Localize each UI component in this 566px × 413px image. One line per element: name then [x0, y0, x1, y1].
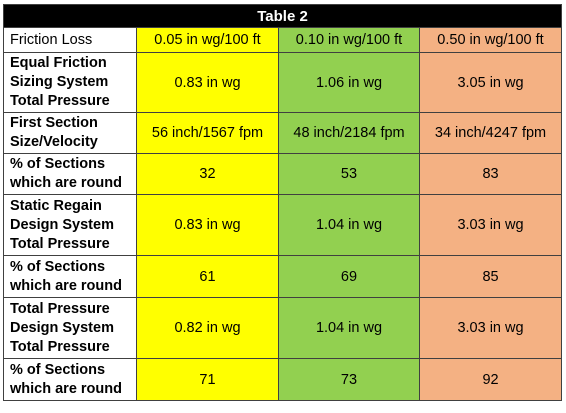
cell-value: 0.83 in wg — [136, 194, 279, 256]
cell-value: 92 — [418, 358, 563, 401]
row-label-line: % of Sections — [10, 156, 106, 172]
table-row: Equal Friction Sizing System Total Press… — [3, 52, 563, 113]
cell-value: 3.03 in wg — [418, 297, 563, 359]
row-label: % of Sections which are round — [3, 358, 137, 401]
row-label: First Section Size/Velocity — [3, 112, 137, 154]
cell-value: 48 inch/2184 fpm — [278, 112, 420, 154]
header-col-2: 0.10 in wg/100 ft — [278, 27, 420, 53]
row-label-line: Total Pressure — [10, 338, 110, 355]
table-row: First Section Size/Velocity 56 inch/1567… — [3, 112, 563, 154]
row-label: % of Sections which are round — [3, 255, 137, 298]
row-label-line: Total Pressure — [10, 235, 110, 252]
cell-value: 73 — [278, 358, 420, 401]
table-row: % of Sections which are round 71 73 92 — [3, 358, 563, 401]
row-label-line: Size/Velocity — [10, 134, 98, 150]
row-label-line: Sizing System — [10, 74, 109, 90]
row-label: Equal Friction Sizing System Total Press… — [3, 52, 137, 113]
row-label-line: which are round — [10, 175, 122, 191]
table-row: % of Sections which are round 61 69 85 — [3, 255, 563, 298]
cell-value: 71 — [136, 358, 279, 401]
header-col-3: 0.50 in wg/100 ft — [418, 27, 563, 53]
row-label-line: Equal Friction — [10, 55, 107, 71]
cell-value: 0.82 in wg — [136, 297, 279, 359]
cell-value: 32 — [136, 153, 279, 195]
cell-value: 34 inch/4247 fpm — [418, 112, 563, 154]
table-header-row: Friction Loss 0.05 in wg/100 ft 0.10 in … — [3, 27, 563, 53]
cell-value: 56 inch/1567 fpm — [136, 112, 279, 154]
cell-value: 0.83 in wg — [136, 52, 279, 113]
row-label-line: Design System — [10, 319, 114, 336]
header-col-1: 0.05 in wg/100 ft — [136, 27, 279, 53]
cell-value: 69 — [278, 255, 420, 298]
cell-value: 3.03 in wg — [418, 194, 563, 256]
row-label-line: Design System — [10, 216, 114, 233]
table-title-row: Table 2 — [2, 4, 563, 28]
row-label-line: Static Regain — [10, 197, 102, 214]
row-label-line: which are round — [10, 380, 122, 397]
row-label: % of Sections which are round — [3, 153, 137, 195]
row-label-line: Total Pressure — [10, 93, 110, 109]
table-row: Total Pressure Design System Total Press… — [3, 297, 563, 359]
cell-value: 3.05 in wg — [418, 52, 563, 113]
friction-loss-table: Table 2 Friction Loss 0.05 in wg/100 ft … — [2, 4, 563, 401]
header-friction-loss: Friction Loss — [3, 27, 137, 53]
table-title: Table 2 — [2, 4, 563, 28]
cell-value: 1.04 in wg — [278, 297, 420, 359]
row-label-line: which are round — [10, 277, 122, 294]
cell-value: 83 — [418, 153, 563, 195]
cell-value: 1.04 in wg — [278, 194, 420, 256]
table-row: Static Regain Design System Total Pressu… — [3, 194, 563, 256]
cell-value: 53 — [278, 153, 420, 195]
table-row: % of Sections which are round 32 53 83 — [3, 153, 563, 195]
cell-value: 1.06 in wg — [278, 52, 420, 113]
row-label-line: First Section — [10, 115, 98, 131]
row-label: Static Regain Design System Total Pressu… — [3, 194, 137, 256]
row-label-line: % of Sections — [10, 258, 106, 275]
cell-value: 61 — [136, 255, 279, 298]
cell-value: 85 — [418, 255, 563, 298]
row-label-line: Total Pressure — [10, 300, 110, 317]
row-label: Total Pressure Design System Total Press… — [3, 297, 137, 359]
row-label-line: % of Sections — [10, 361, 106, 378]
